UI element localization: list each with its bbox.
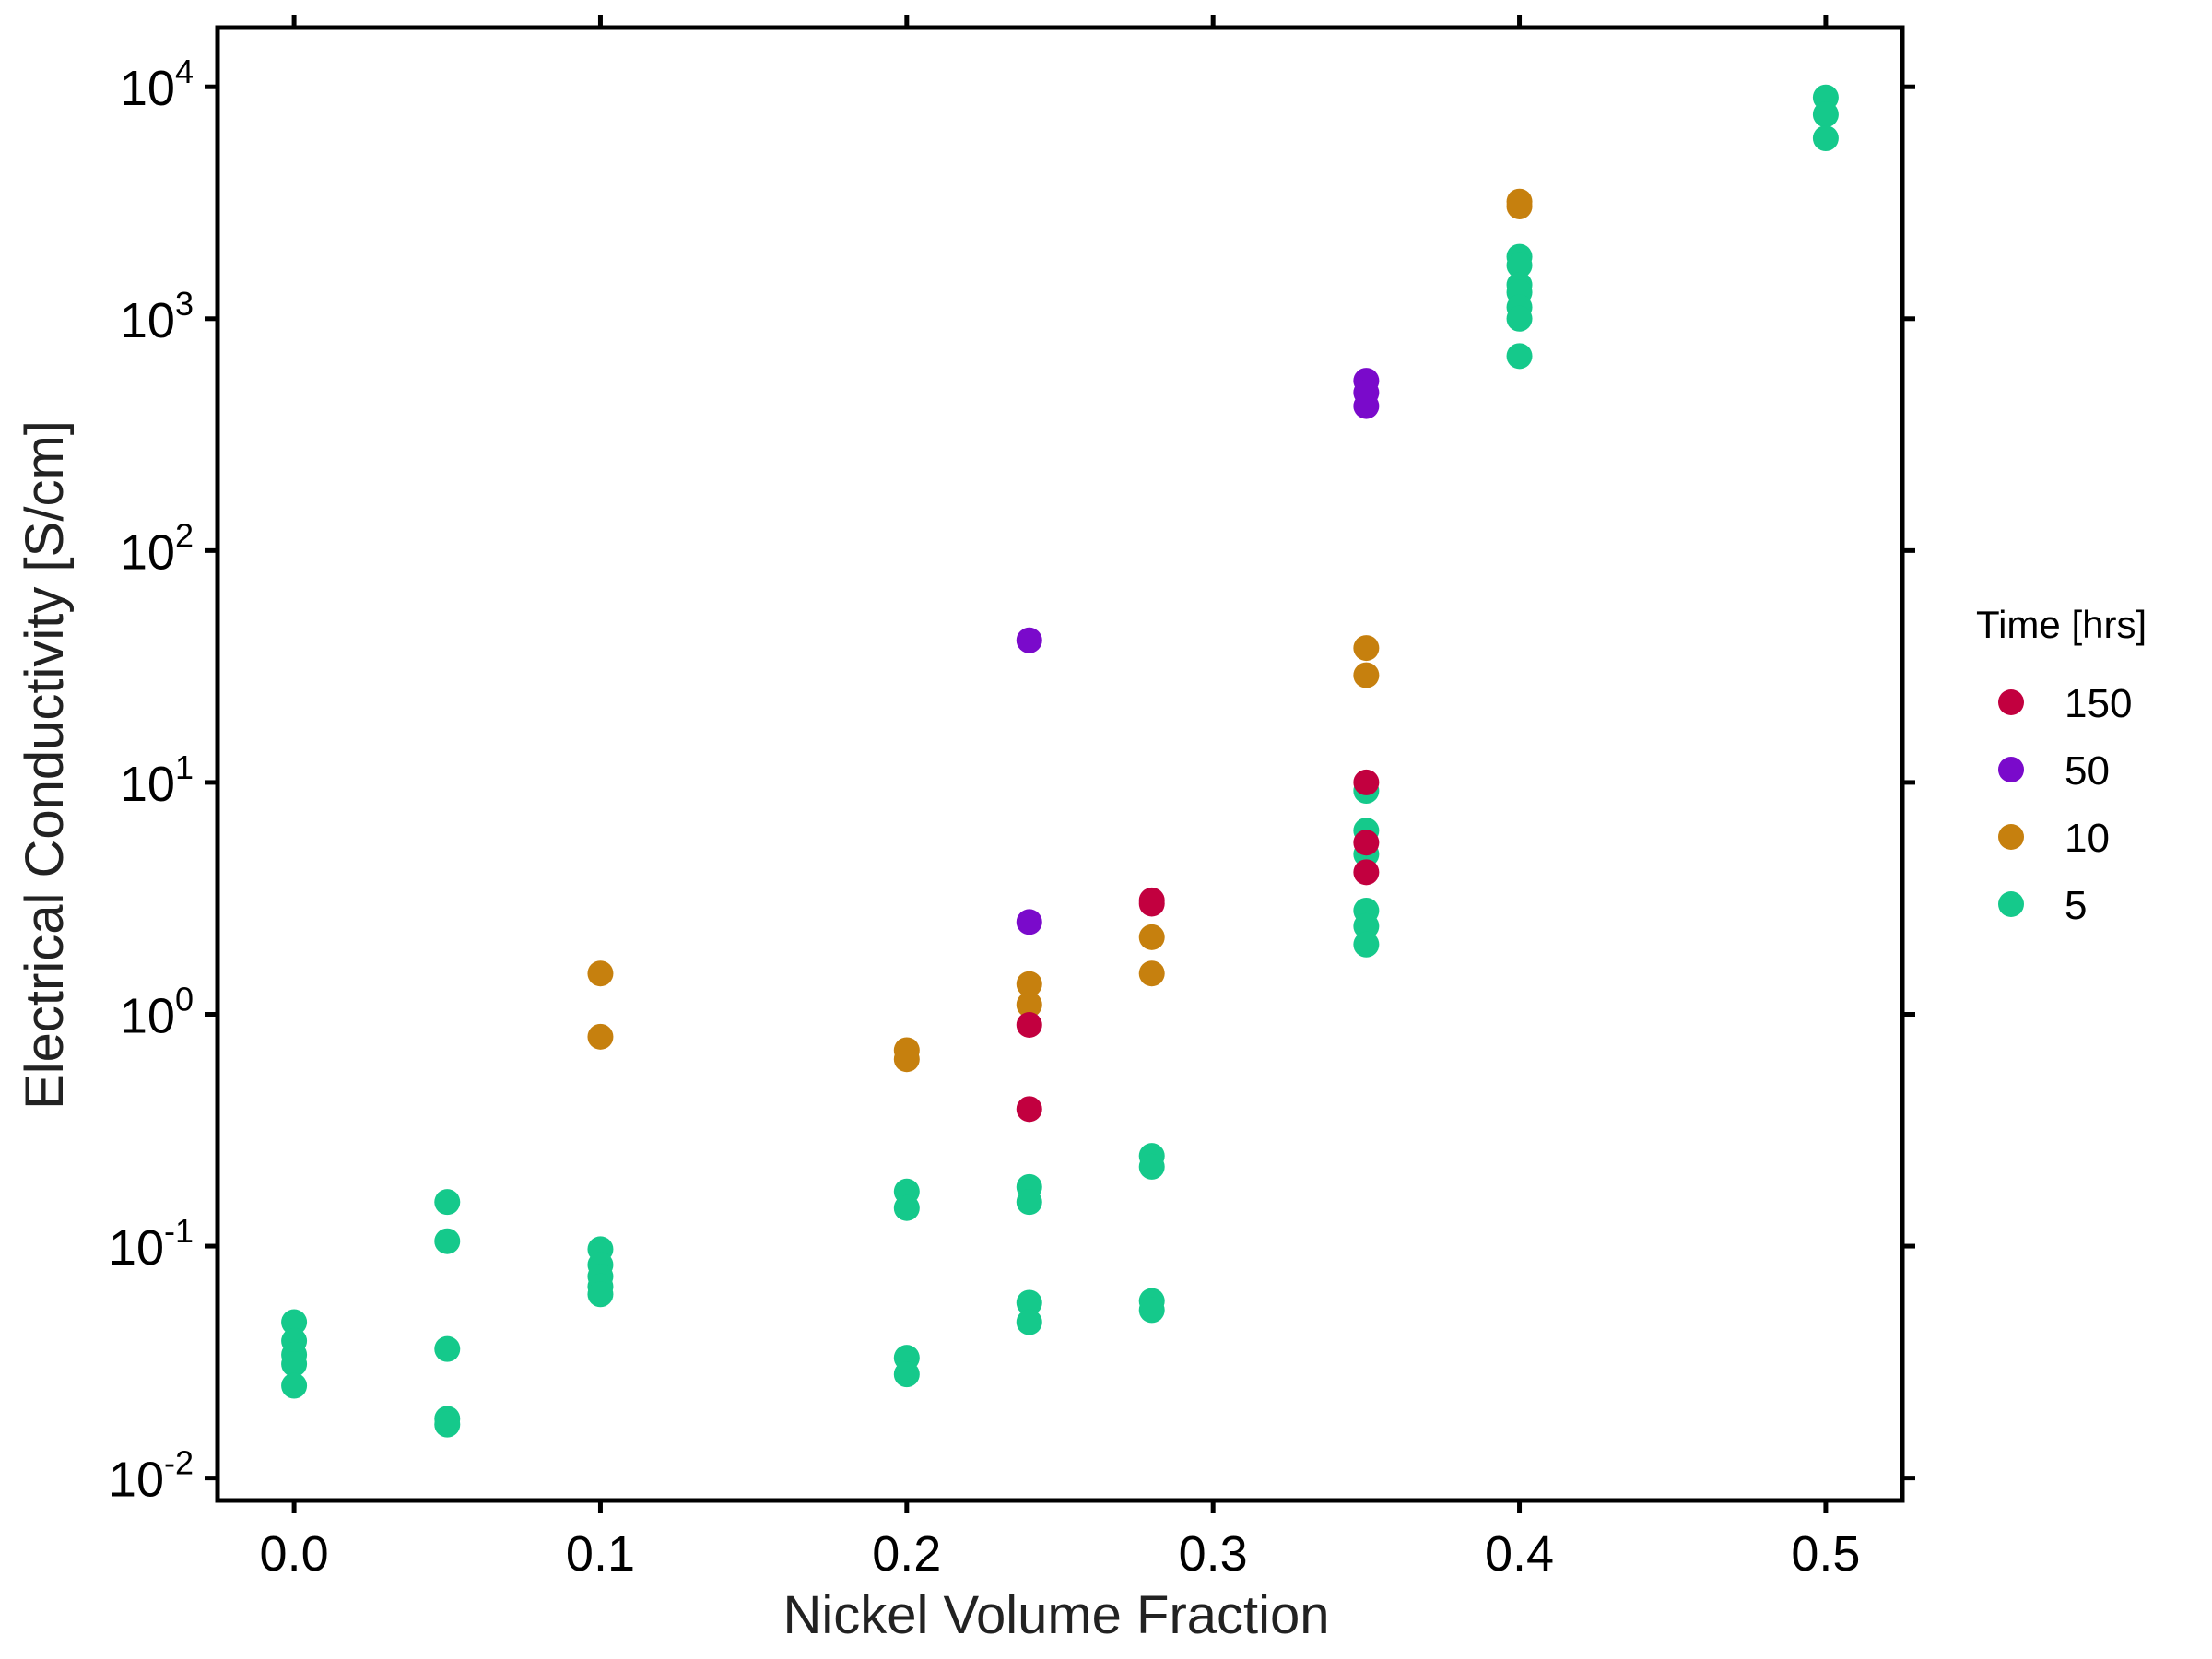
x-tick-label: 0.4 (1485, 1526, 1554, 1582)
legend-title: Time [hrs] (1976, 603, 2147, 646)
data-point (1016, 1096, 1042, 1123)
x-tick-label: 0.3 (1179, 1526, 1248, 1582)
data-point (1353, 830, 1380, 856)
x-tick-label: 0.5 (1791, 1526, 1860, 1582)
legend-label: 150 (2065, 681, 2132, 726)
data-point (1353, 931, 1380, 958)
data-point (1506, 305, 1533, 332)
data-point (1353, 635, 1380, 662)
data-point (1506, 343, 1533, 370)
data-point (587, 1023, 614, 1050)
legend-key (1998, 824, 2024, 850)
legend-label: 5 (2065, 883, 2087, 928)
y-tick-label: 102 (120, 516, 194, 580)
data-point (1016, 1309, 1042, 1335)
data-point (281, 1309, 308, 1335)
data-point (1812, 125, 1839, 152)
data-point (1016, 1189, 1042, 1216)
data-point (1016, 1011, 1042, 1038)
legend-key (1998, 891, 2024, 917)
data-point (1353, 859, 1380, 886)
data-point (1353, 912, 1380, 939)
data-points (281, 84, 1839, 1438)
data-point (1138, 1297, 1165, 1324)
data-point (1506, 193, 1533, 219)
y-tick-label: 104 (120, 53, 194, 116)
data-point (1812, 101, 1839, 128)
data-point (1353, 662, 1380, 688)
data-point (434, 1411, 461, 1438)
legend-key (1998, 757, 2024, 782)
plot-frame (215, 25, 1905, 1503)
y-tick-label: 10-1 (109, 1212, 194, 1276)
data-point (1016, 909, 1042, 935)
data-point (1353, 393, 1380, 419)
data-point (587, 1281, 614, 1308)
data-point (893, 1361, 920, 1388)
data-point (1138, 1153, 1165, 1180)
x-tick-label: 0.0 (260, 1526, 329, 1582)
y-axis-ticks: 10-2 10-1 100 101 102 103 104 (109, 53, 1915, 1508)
y-tick-label: 103 (120, 285, 194, 348)
legend: Time [hrs] 150 50 10 5 (1976, 603, 2147, 928)
x-axis-title: Nickel Volume Fraction (782, 1585, 1329, 1645)
data-point (1506, 252, 1533, 278)
data-point (1138, 924, 1165, 950)
legend-label: 50 (2065, 748, 2110, 794)
data-point (587, 960, 614, 987)
data-point (434, 1228, 461, 1254)
y-tick-label: 10-2 (109, 1444, 194, 1508)
data-point (1016, 627, 1042, 653)
legend-key (1998, 689, 2024, 715)
data-point (1138, 960, 1165, 987)
data-point (1138, 887, 1165, 913)
y-axis-title: Electrical Conductivity [S/cm] (15, 420, 75, 1110)
data-point (434, 1189, 461, 1216)
legend-label: 10 (2065, 816, 2110, 861)
data-point (1016, 971, 1042, 997)
data-point (893, 1194, 920, 1221)
data-point (893, 1046, 920, 1073)
data-point (281, 1372, 308, 1399)
data-point (1016, 992, 1042, 1018)
data-point (1016, 1289, 1042, 1316)
x-tick-label: 0.2 (872, 1526, 941, 1582)
data-point (434, 1335, 461, 1362)
y-tick-label: 101 (120, 748, 194, 812)
data-point (1353, 769, 1380, 795)
y-tick-label: 100 (120, 980, 194, 1043)
data-point (281, 1351, 308, 1378)
x-axis-ticks: 0.0 0.1 0.2 0.3 0.4 0.5 (260, 15, 1860, 1582)
x-tick-label: 0.1 (566, 1526, 635, 1582)
